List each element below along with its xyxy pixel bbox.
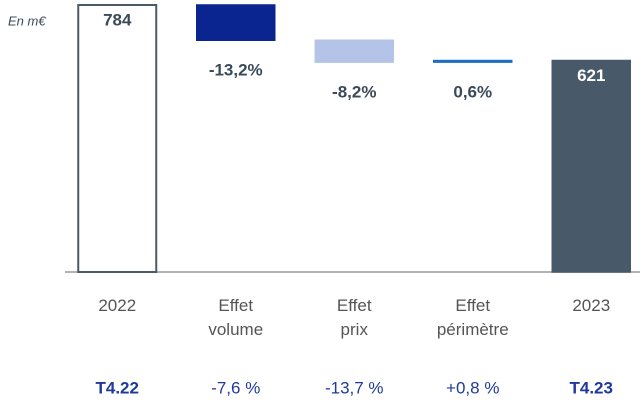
bar <box>551 59 631 273</box>
category-line: Effet <box>337 296 372 315</box>
category-label: Effet prix <box>337 296 372 339</box>
category-label: 2022 <box>98 296 136 315</box>
category-label: 2023 <box>572 296 610 315</box>
quarter-label: -7,6 % <box>211 378 260 397</box>
category-label: Effet volume <box>208 296 263 339</box>
value-label: -8,2% <box>332 83 376 102</box>
category-line: prix <box>341 320 369 339</box>
quarter-label: T4.23 <box>570 378 613 397</box>
value-label: 621 <box>577 66 605 85</box>
bar <box>77 4 158 273</box>
quarter-label: -13,7 % <box>325 378 384 397</box>
quarter-label: +0,8 % <box>446 378 499 397</box>
category-line: Effet <box>218 296 253 315</box>
bar <box>314 39 394 63</box>
category-label: Effet périmètre <box>437 296 509 339</box>
category-line: périmètre <box>437 320 509 339</box>
category-line: volume <box>208 320 263 339</box>
category-line: Effet <box>455 296 490 315</box>
value-label: 784 <box>103 10 132 29</box>
category-line: 2023 <box>572 296 610 315</box>
bar <box>433 59 513 63</box>
bar <box>196 4 276 41</box>
unit-label: En m€ <box>8 13 46 28</box>
value-label: 0,6% <box>453 83 492 102</box>
value-label: -13,2% <box>209 61 263 80</box>
category-line: 2022 <box>98 296 136 315</box>
quarter-label: T4.22 <box>96 378 139 397</box>
